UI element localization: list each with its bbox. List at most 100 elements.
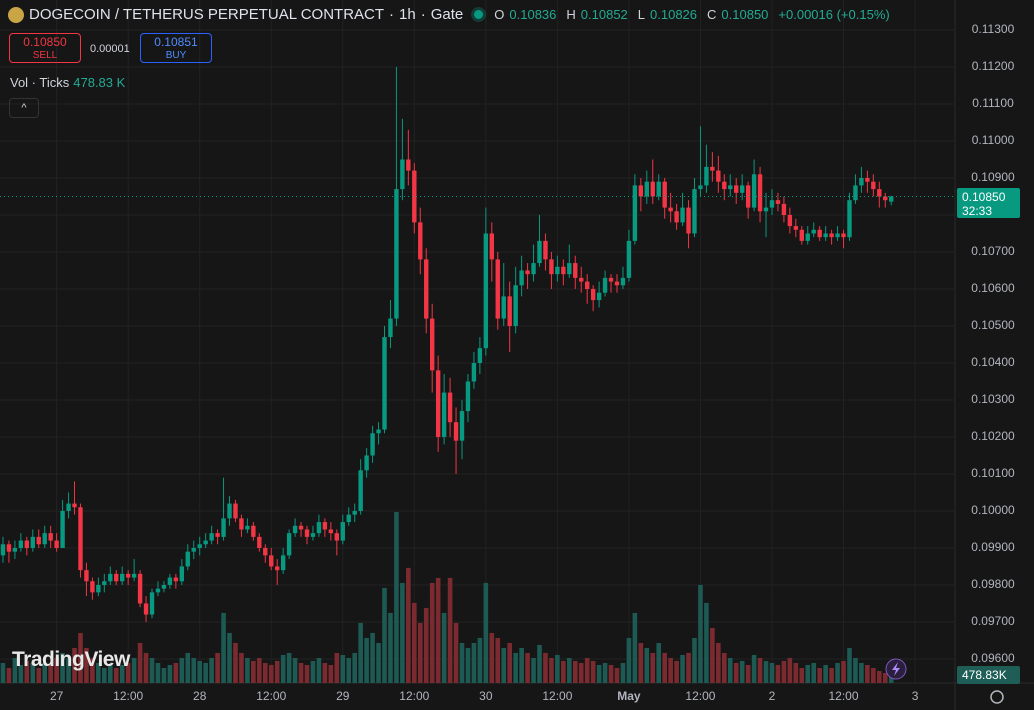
- candle-body: [406, 159, 411, 171]
- candle-body: [447, 392, 453, 423]
- ohlc-value: 0.10850: [721, 7, 769, 22]
- grid: [0, 0, 955, 683]
- candle-layer: [0, 67, 955, 622]
- volume-bar: [388, 612, 393, 683]
- volume-bar: [60, 652, 65, 683]
- candle-body: [441, 392, 447, 437]
- candle-body: [108, 573, 113, 582]
- ohlc-key: H: [566, 7, 576, 22]
- volume-value: 478.83 K: [73, 75, 126, 90]
- candle-body: [841, 233, 846, 238]
- candle-body: [292, 525, 298, 534]
- candle-body: [96, 584, 101, 593]
- volume-bar: [435, 577, 441, 683]
- y-tick-label: 0.10700: [971, 244, 1015, 258]
- volume-bar: [495, 637, 501, 683]
- volume-bar: [96, 662, 101, 683]
- candle-body: [6, 544, 12, 552]
- y-tick-label: 0.10100: [971, 466, 1015, 480]
- ohlc-value: 0.10852: [580, 7, 628, 22]
- volume-bar: [292, 657, 298, 683]
- volume-bar: [0, 662, 6, 683]
- candle-body: [435, 370, 441, 437]
- candle-body: [668, 207, 673, 212]
- volume-bar: [710, 627, 715, 683]
- x-tick-label: 29: [336, 689, 350, 703]
- buy-button[interactable]: 0.10851 BUY: [140, 33, 212, 63]
- volume-bar: [602, 662, 608, 683]
- candle-body: [328, 529, 334, 534]
- volume-bar: [316, 657, 322, 683]
- buy-price: 0.10851: [154, 35, 198, 49]
- volume-bar: [686, 652, 691, 683]
- volume-bar: [155, 662, 161, 683]
- volume-bar: [286, 652, 292, 683]
- candle-body: [674, 211, 679, 223]
- candle-body: [233, 503, 238, 519]
- x-tick-label: 12:00: [113, 689, 143, 703]
- volume-bar: [775, 664, 781, 683]
- axes-layer: 0.11300 0.11200 0.11100 0.11000 0.10900 0.108…: [50, 22, 1015, 703]
- y-tick-label: 0.11000: [972, 133, 1015, 147]
- volume-bar: [48, 664, 53, 683]
- volume-bar: [340, 654, 346, 683]
- candle-body: [805, 233, 810, 241]
- volume-bar: [36, 667, 42, 683]
- candle-body: [191, 547, 196, 552]
- interval[interactable]: 1h: [399, 6, 416, 23]
- candle-body: [614, 281, 620, 286]
- volume-bar: [376, 642, 381, 683]
- candle-body: [334, 533, 340, 541]
- volume-last-label: 478.83K: [957, 666, 1020, 684]
- candle-body: [239, 518, 244, 530]
- candle-body: [429, 318, 435, 371]
- candle-body: [12, 547, 18, 552]
- candle-body: [477, 348, 483, 363]
- candle-body: [483, 233, 489, 349]
- volume-bar: [519, 647, 524, 683]
- candle-body: [811, 229, 816, 234]
- y-tick-label: 0.09800: [971, 577, 1015, 591]
- volume-bar: [835, 662, 840, 683]
- candle-body: [495, 259, 500, 319]
- candle-body: [763, 207, 769, 212]
- volume-bar: [751, 654, 757, 683]
- volume-bar: [251, 660, 256, 683]
- candle-body: [608, 277, 614, 282]
- candle-body: [72, 503, 77, 508]
- candle-body: [507, 296, 512, 326]
- candle-body: [573, 263, 578, 278]
- volume-bar: [298, 662, 304, 683]
- settings-icon[interactable]: [990, 690, 1004, 704]
- candle-body: [567, 263, 572, 275]
- volume-bar: [543, 652, 548, 683]
- collapse-button[interactable]: ^: [9, 98, 39, 118]
- x-tick-label: 12:00: [542, 689, 572, 703]
- candle-body: [877, 189, 882, 197]
- candle-body: [453, 422, 459, 441]
- candle-body: [322, 522, 328, 530]
- sell-button[interactable]: 0.10850 SELL: [9, 33, 81, 63]
- y-tick-label: 0.10600: [971, 281, 1015, 295]
- volume-bar: [531, 657, 536, 683]
- volume-bar: [102, 667, 107, 683]
- volume-bar: [727, 657, 733, 683]
- volume-bar: [66, 657, 71, 683]
- candle-body: [424, 259, 429, 319]
- volume-bar: [161, 667, 167, 683]
- candle-body: [125, 573, 131, 578]
- volume-bar: [620, 662, 626, 683]
- candle-body: [167, 577, 173, 585]
- candle-body: [114, 573, 119, 582]
- candle-body: [364, 455, 369, 471]
- candle-body: [263, 547, 268, 556]
- candle-body: [102, 581, 107, 585]
- volume-bar: [370, 632, 375, 683]
- volume-bar: [865, 664, 870, 683]
- candle-body: [131, 573, 137, 578]
- candle-body: [561, 266, 566, 275]
- volume-bar: [239, 652, 244, 683]
- candle-body: [352, 510, 357, 515]
- candle-body: [853, 185, 858, 201]
- volume-bar: [769, 662, 775, 683]
